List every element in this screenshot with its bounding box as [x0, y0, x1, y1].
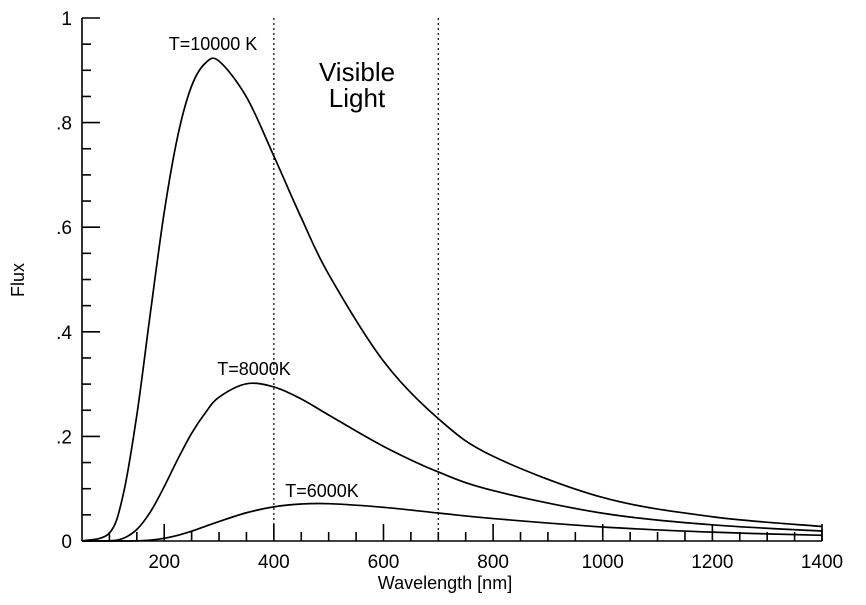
label-10000k: T=10000 K: [169, 34, 258, 54]
x-tick-label: 1200: [691, 552, 733, 573]
visible-range-lines: [273, 18, 439, 541]
axes: 200 400 600 800 1000 1200 1400 0 .2 .4 .6 .8 1: [56, 9, 843, 573]
x-tick-label: 200: [148, 552, 180, 573]
x-tick-label: 600: [368, 552, 400, 573]
y-tick-label: .6: [56, 218, 72, 239]
y-tick-label: 1: [61, 9, 72, 30]
y-tick-label: .4: [56, 323, 72, 344]
y-axis-title: Flux: [8, 263, 28, 297]
visible-label-2: Light: [329, 83, 386, 113]
label-6000k: T=6000K: [285, 481, 359, 501]
curve-0: [81, 57, 823, 542]
label-8000k: T=8000K: [217, 359, 291, 379]
curve-1: [81, 382, 823, 542]
curve-2: [81, 502, 823, 542]
y-tick-label: .8: [56, 114, 72, 135]
x-tick-label: 400: [258, 552, 290, 573]
visible-label-1: Visible: [319, 57, 395, 87]
y-tick-label: .2: [56, 427, 72, 448]
x-tick-label: 800: [477, 552, 509, 573]
curves: [81, 57, 823, 542]
x-tick-label: 1400: [801, 552, 843, 573]
y-tick-label: 0: [61, 532, 72, 553]
x-axis-title: Wavelength [nm]: [378, 573, 512, 593]
x-tick-label: 1000: [582, 552, 624, 573]
